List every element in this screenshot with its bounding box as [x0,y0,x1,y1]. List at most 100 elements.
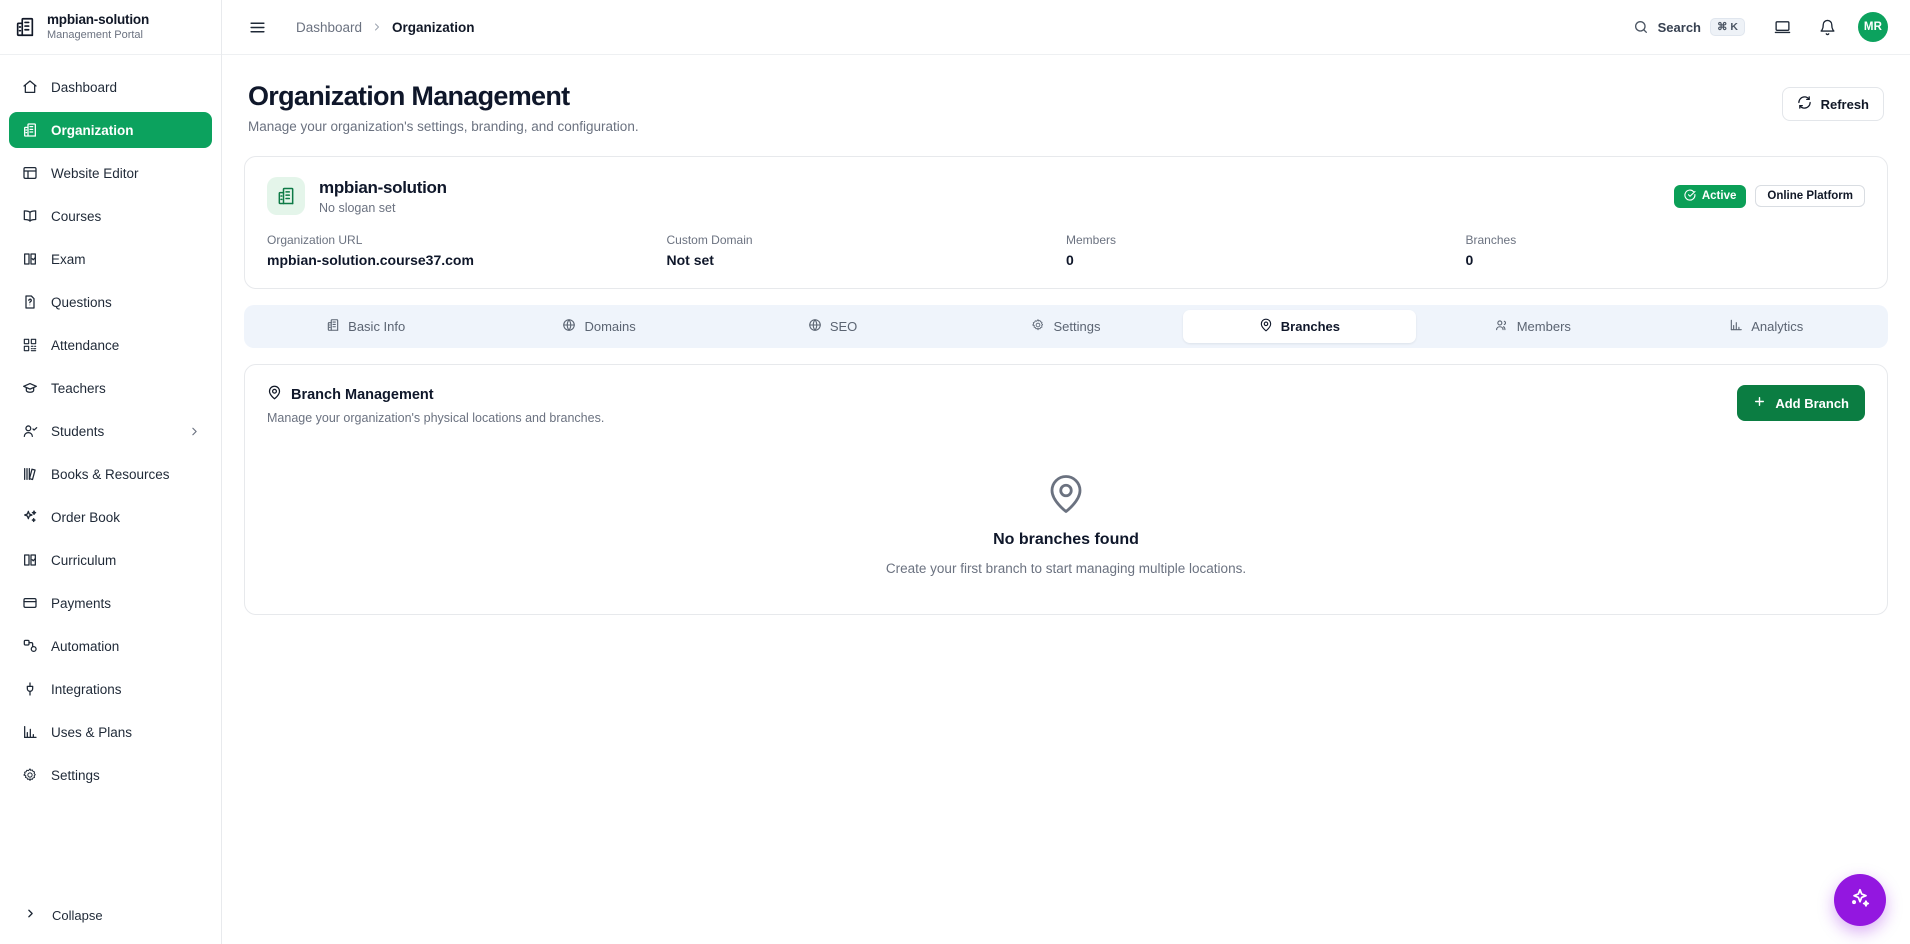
layout-icon [21,165,38,182]
sidebar-item-order-book[interactable]: Order Book [9,499,212,535]
sidebar-item-students[interactable]: Students [9,413,212,449]
tab-seo[interactable]: SEO [716,310,949,343]
search-shortcut-badge: ⌘ K [1710,18,1745,36]
building-icon [14,16,36,38]
branches-empty-state: No branches found Create your first bran… [245,425,1887,586]
sidebar-item-label: Integrations [51,681,122,697]
ai-assistant-fab[interactable] [1834,874,1886,926]
refresh-button[interactable]: Refresh [1781,87,1884,121]
tab-domains[interactable]: Domains [482,310,715,343]
hamburger-icon[interactable] [246,16,268,38]
map-pin-icon [245,473,1887,515]
tab-label: Branches [1280,319,1341,334]
sidebar-item-label: Teachers [51,380,106,396]
organization-logo [267,177,305,215]
book-open-icon [21,208,38,225]
sidebar-item-integrations[interactable]: Integrations [9,671,212,707]
sidebar-item-questions[interactable]: Questions [9,284,212,320]
stat-value: Not set [666,252,714,268]
bell-icon[interactable] [1813,13,1841,41]
add-branch-button[interactable]: Add Branch [1737,385,1865,421]
page-subtitle: Manage your organization's settings, bra… [248,119,639,134]
stat-value: mpbian-solution.course37.com [267,252,474,268]
sidebar-item-label: Organization [51,122,134,138]
sidebar-nav: Dashboard Organization Website Editor Cours… [0,55,221,898]
user-check-icon [21,423,38,440]
check-circle-icon [1684,189,1696,204]
gear-icon [21,767,38,784]
graduation-cap-icon [21,380,38,397]
tab-label: Basic Info [348,319,406,334]
avatar[interactable]: MR [1858,12,1888,42]
book-check-icon [21,251,38,268]
globe-icon [808,318,822,335]
monitor-icon[interactable] [1768,13,1796,41]
stat-label: Organization URL [267,233,363,247]
book-check-icon [21,552,38,569]
stat-custom-domain: Custom Domain Not set [667,233,1067,268]
sidebar-item-label: Uses & Plans [51,724,133,740]
page-content: Organization Management Manage your orga… [222,55,1910,944]
sidebar-item-uses-plans[interactable]: Uses & Plans [9,714,212,750]
sidebar-item-label: Website Editor [51,165,139,181]
branch-panel-title: Branch Management [291,387,434,403]
library-icon [21,466,38,483]
sparkles-icon [21,509,38,526]
status-badge: Active [1673,184,1747,208]
search-button[interactable]: Search ⌘ K [1627,14,1751,40]
sidebar-item-label: Students [51,423,105,439]
brand-header[interactable]: mpbian-solution Management Portal [0,0,221,55]
chevron-right-icon[interactable] [188,425,201,438]
tab-basic-info[interactable]: Basic Info [249,310,482,343]
sidebar-item-curriculum[interactable]: Curriculum [9,542,212,578]
breadcrumb-dashboard[interactable]: Dashboard [296,19,363,35]
sidebar-item-label: Order Book [51,509,121,525]
topbar-actions: Search ⌘ K MR [1627,12,1888,42]
sidebar-item-label: Automation [51,638,120,654]
file-question-icon [21,294,38,311]
building-icon [21,122,38,139]
breadcrumb-current: Organization [392,19,475,35]
tab-analytics[interactable]: Analytics [1650,310,1883,343]
sidebar-item-website-editor[interactable]: Website Editor [9,155,212,191]
sidebar-item-dashboard[interactable]: Dashboard [9,69,212,105]
stat-label: Custom Domain [666,233,753,247]
topbar: Dashboard Organization Search ⌘ K [222,0,1910,55]
organization-summary-card: mpbian-solution No slogan set Active Onl… [244,156,1888,289]
search-icon [1633,19,1649,35]
sidebar-item-books-resources[interactable]: Books & Resources [9,456,212,492]
organization-stats: Organization URL mpbian-solution.course37… [245,215,1887,288]
status-badge-label: Active [1701,190,1737,202]
sidebar-item-teachers[interactable]: Teachers [9,370,212,406]
collapse-sidebar-button[interactable]: Collapse [9,898,212,932]
chevron-right-icon [24,907,37,923]
building-icon [326,318,340,335]
sidebar-item-payments[interactable]: Payments [9,585,212,621]
tab-settings[interactable]: Settings [949,310,1182,343]
sidebar-item-label: Questions [51,294,112,310]
stat-value: 0 [1066,252,1074,268]
branch-management-card: Branch Management Manage your organizati… [244,364,1888,615]
stat-branches: Branches 0 [1466,233,1866,268]
sidebar-item-attendance[interactable]: Attendance [9,327,212,363]
stat-organization-url: Organization URL mpbian-solution.course37… [267,233,667,268]
sidebar-item-label: Dashboard [51,79,118,95]
sidebar-item-exam[interactable]: Exam [9,241,212,277]
sidebar-item-courses[interactable]: Courses [9,198,212,234]
refresh-label: Refresh [1820,96,1869,112]
type-badge: Online Platform [1755,185,1865,207]
home-icon [21,79,38,96]
sidebar-item-settings[interactable]: Settings [9,757,212,793]
stat-value: 0 [1465,252,1474,268]
sidebar-item-organization[interactable]: Organization [9,112,212,148]
tab-members[interactable]: Members [1416,310,1649,343]
refresh-icon [1797,95,1812,113]
stat-label: Members [1066,233,1117,247]
sidebar-item-automation[interactable]: Automation [9,628,212,664]
tab-label: Settings [1053,319,1101,334]
tab-branches[interactable]: Branches [1182,310,1417,343]
qr-code-icon [21,337,38,354]
map-pin-icon [1259,318,1273,335]
tab-label: Analytics [1751,319,1804,334]
